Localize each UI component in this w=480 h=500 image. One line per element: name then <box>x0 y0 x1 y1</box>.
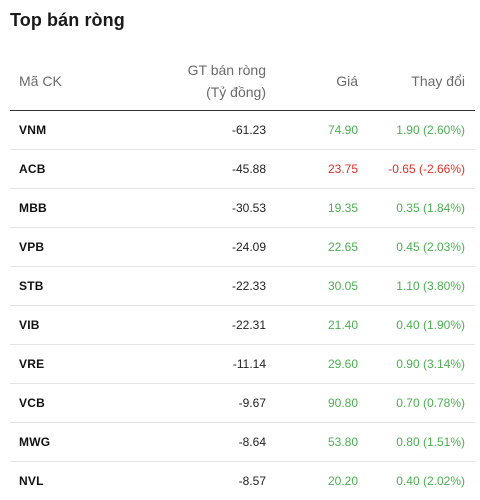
price-cell: 20.20 <box>267 462 360 500</box>
price-cell: 23.75 <box>267 150 360 189</box>
stock-code-cell[interactable]: VRE <box>10 345 90 384</box>
column-header-value-line2: (Tỷ đồng) <box>90 81 266 103</box>
change-cell: 1.90 (2.60%) <box>360 111 475 150</box>
stock-code-cell[interactable]: NVL <box>10 462 90 500</box>
net-sell-value-cell: -22.31 <box>90 306 267 345</box>
change-cell: -0.65 (-2.66%) <box>360 150 475 189</box>
net-sell-table: Mã CK GT bán ròng (Tỷ đồng) Giá Thay đổi… <box>10 51 475 500</box>
column-header-value-line1: GT bán ròng <box>90 59 266 81</box>
column-header-change: Thay đổi <box>360 51 475 111</box>
price-cell: 74.90 <box>267 111 360 150</box>
column-header-price: Giá <box>267 51 360 111</box>
change-cell: 1.10 (3.80%) <box>360 267 475 306</box>
net-sell-value-cell: -30.53 <box>90 189 267 228</box>
net-sell-value-cell: -8.64 <box>90 423 267 462</box>
change-cell: 0.35 (1.84%) <box>360 189 475 228</box>
stock-code-cell[interactable]: VPB <box>10 228 90 267</box>
price-cell: 21.40 <box>267 306 360 345</box>
stock-code-cell[interactable]: VCB <box>10 384 90 423</box>
price-cell: 53.80 <box>267 423 360 462</box>
price-cell: 22.65 <box>267 228 360 267</box>
column-header-code-label: Mã CK <box>19 73 62 89</box>
change-cell: 0.90 (3.14%) <box>360 345 475 384</box>
net-sell-value-cell: -8.57 <box>90 462 267 500</box>
price-cell: 30.05 <box>267 267 360 306</box>
change-cell: 0.40 (1.90%) <box>360 306 475 345</box>
column-header-change-label: Thay đổi <box>411 73 465 89</box>
stock-code-cell[interactable]: VIB <box>10 306 90 345</box>
column-header-code: Mã CK <box>10 51 90 111</box>
change-cell: 0.80 (1.51%) <box>360 423 475 462</box>
price-cell: 19.35 <box>267 189 360 228</box>
net-sell-value-cell: -9.67 <box>90 384 267 423</box>
price-cell: 90.80 <box>267 384 360 423</box>
stock-code-cell[interactable]: MBB <box>10 189 90 228</box>
stock-code-cell[interactable]: VNM <box>10 111 90 150</box>
table-header: Mã CK GT bán ròng (Tỷ đồng) Giá Thay đổi <box>10 51 475 111</box>
net-sell-value-cell: -11.14 <box>90 345 267 384</box>
stock-code-cell[interactable]: MWG <box>10 423 90 462</box>
change-cell: 0.40 (2.02%) <box>360 462 475 500</box>
net-sell-value-cell: -22.33 <box>90 267 267 306</box>
widget-title: Top bán ròng <box>10 10 125 31</box>
stock-code-cell[interactable]: ACB <box>10 150 90 189</box>
column-header-value: GT bán ròng (Tỷ đồng) <box>90 51 267 111</box>
table-header-row: Mã CK GT bán ròng (Tỷ đồng) Giá Thay đổi <box>10 51 475 111</box>
net-sell-value-cell: -45.88 <box>90 150 267 189</box>
net-sell-value-cell: -24.09 <box>90 228 267 267</box>
change-cell: 0.45 (2.03%) <box>360 228 475 267</box>
stock-code-cell[interactable]: STB <box>10 267 90 306</box>
change-cell: 0.70 (0.78%) <box>360 384 475 423</box>
price-cell: 29.60 <box>267 345 360 384</box>
column-header-price-label: Giá <box>336 73 358 89</box>
net-sell-value-cell: -61.23 <box>90 111 267 150</box>
